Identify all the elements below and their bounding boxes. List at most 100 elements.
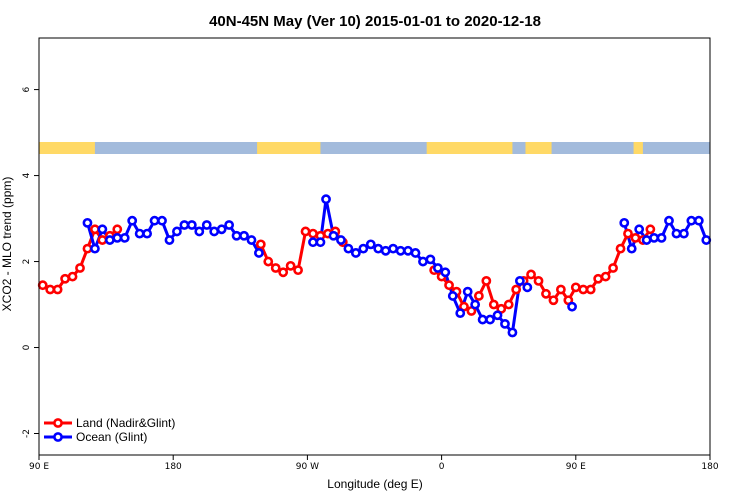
data-point-ocean — [350, 248, 361, 258]
data-point-ocean — [172, 226, 182, 237]
surface-strip-land — [426, 142, 513, 154]
data-point-land — [293, 265, 303, 276]
data-point-ocean — [626, 243, 637, 254]
data-lines — [41, 197, 708, 334]
y-tick-label: 2 — [22, 259, 32, 265]
data-point-land — [67, 271, 78, 282]
data-point-ocean — [500, 318, 510, 329]
x-tick-label: 90 E — [29, 462, 49, 472]
surface-strip-land — [633, 142, 643, 154]
data-point-land — [623, 228, 633, 239]
data-point-ocean — [470, 299, 481, 310]
data-point-land — [555, 284, 566, 295]
y-axis: -2 0 2 4 6 — [22, 86, 39, 438]
surface-strip-land — [525, 142, 552, 154]
data-point-ocean — [216, 224, 227, 235]
data-point-land — [75, 263, 85, 273]
data-point-ocean — [410, 248, 421, 258]
data-point-ocean — [664, 215, 674, 226]
data-point-land — [526, 269, 536, 280]
x-tick-label: 0 — [439, 462, 445, 472]
data-point-ocean — [418, 256, 428, 267]
data-point-land — [488, 299, 499, 310]
data-point-ocean — [380, 245, 391, 256]
data-point-ocean — [656, 233, 667, 243]
data-point-land — [52, 284, 63, 295]
data-point-land — [82, 243, 93, 254]
y-tick-label: 4 — [22, 172, 32, 178]
data-point-ocean — [686, 215, 697, 226]
data-point-land — [600, 271, 611, 282]
data-point-land — [444, 280, 454, 291]
data-point-land — [308, 228, 318, 239]
data-point-ocean — [507, 327, 518, 338]
data-point-land — [533, 275, 544, 286]
x-axis: 90 E 180 90 W 0 90 E 180 — [29, 455, 719, 472]
data-point-ocean — [492, 310, 503, 321]
legend-label-ocean: Ocean (Glint) — [76, 430, 147, 444]
chart-title: 40N-45N May (Ver 10) 2015-01-01 to 2020-… — [209, 13, 541, 30]
x-tick-label: 90 W — [296, 462, 319, 472]
data-point-ocean — [619, 217, 630, 228]
data-point-ocean — [157, 215, 167, 226]
legend-label-land: Land (Nadir&Glint) — [76, 416, 175, 430]
data-point-land — [511, 284, 522, 295]
y-tick-label: 0 — [22, 344, 32, 350]
data-point-ocean — [164, 235, 175, 245]
surface-strip — [39, 142, 710, 154]
surface-strip-land — [39, 142, 95, 154]
data-point-land — [615, 243, 626, 254]
data-point-ocean — [671, 228, 682, 239]
data-point-land — [548, 295, 559, 306]
data-point-ocean — [462, 286, 473, 297]
data-point-land — [541, 288, 551, 299]
data-point-ocean — [97, 224, 108, 235]
data-point-ocean — [224, 220, 235, 230]
data-point-land — [593, 273, 604, 284]
data-point-ocean — [112, 233, 123, 243]
data-point-ocean — [142, 228, 153, 239]
data-point-ocean — [514, 275, 525, 286]
data-point-land — [112, 224, 123, 235]
data-point-ocean — [231, 230, 242, 241]
data-point-land — [630, 233, 641, 243]
data-point-land — [473, 291, 484, 301]
data-point-land — [60, 273, 70, 284]
legend-marker-ocean — [53, 432, 63, 442]
data-point-land — [608, 263, 618, 273]
data-point-ocean — [90, 243, 100, 254]
data-point-ocean — [336, 235, 346, 245]
y-tick-label: -2 — [22, 429, 32, 438]
data-point-ocean — [693, 215, 704, 226]
plot-frame — [38, 37, 711, 456]
surface-strip-land — [257, 142, 321, 154]
data-point-land — [90, 224, 100, 235]
x-tick-label: 90 E — [566, 462, 586, 472]
data-point-ocean — [455, 308, 466, 319]
data-point-ocean — [149, 215, 160, 226]
x-tick-label: 180 — [165, 462, 182, 472]
data-point-land — [503, 299, 514, 310]
data-point-ocean — [373, 243, 384, 254]
data-point-ocean — [432, 263, 443, 273]
y-axis-label: XCO2 - MLO trend (ppm) — [0, 177, 14, 312]
data-point-land — [585, 284, 596, 295]
data-point-ocean — [315, 237, 326, 248]
data-point-land — [37, 280, 48, 291]
data-point-ocean — [395, 245, 406, 256]
data-point-land — [285, 260, 296, 271]
data-point-ocean — [201, 220, 212, 230]
data-point-ocean — [209, 226, 220, 237]
data-point-land — [97, 235, 108, 245]
data-points — [37, 194, 712, 338]
x-axis-label: Longitude (deg E) — [327, 477, 422, 491]
data-point-ocean — [403, 245, 413, 256]
data-point-ocean — [343, 243, 354, 254]
data-point-ocean — [701, 235, 712, 245]
data-point-ocean — [567, 301, 577, 312]
data-point-ocean — [328, 230, 339, 241]
data-point-land — [278, 267, 289, 278]
data-point-ocean — [634, 224, 645, 235]
data-point-land — [45, 284, 56, 295]
